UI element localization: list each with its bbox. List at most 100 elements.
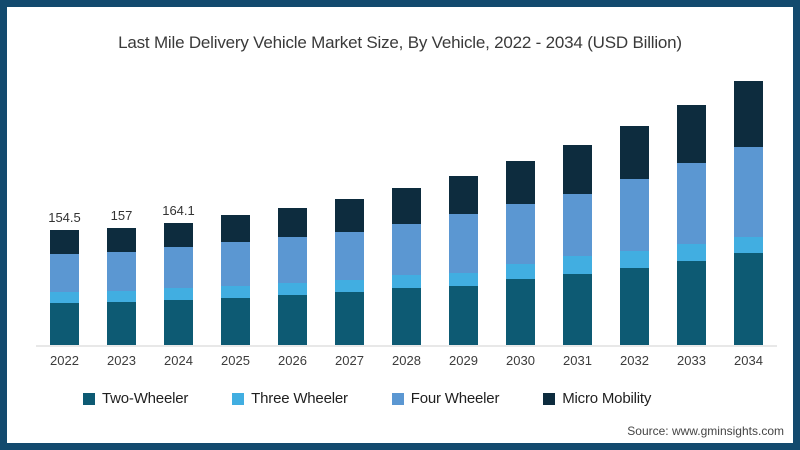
chart-title: Last Mile Delivery Vehicle Market Size, … bbox=[118, 33, 682, 52]
bar-segment-two-wheeler bbox=[392, 288, 421, 345]
bar-segment-micro-mobility bbox=[164, 222, 193, 247]
bar-value-label: 154.5 bbox=[48, 209, 81, 225]
legend-swatch-icon bbox=[83, 392, 95, 405]
bar-segment-micro-mobility bbox=[278, 208, 307, 238]
legend-item-micro-mobility: Micro Mobility bbox=[543, 390, 651, 407]
bar-slot bbox=[492, 75, 549, 345]
bar-segment-four-wheeler bbox=[449, 213, 478, 273]
bar-2029 bbox=[449, 175, 478, 345]
bar-segment-three-wheeler bbox=[164, 288, 193, 300]
bar-2026 bbox=[278, 208, 307, 345]
bar-slot bbox=[321, 75, 378, 345]
bar-segment-micro-mobility bbox=[620, 126, 649, 179]
bar-segment-two-wheeler bbox=[449, 286, 478, 345]
x-axis-label: 2029 bbox=[449, 353, 478, 368]
bar-2025 bbox=[221, 215, 250, 345]
legend-label: Three Wheeler bbox=[251, 390, 348, 407]
source-text: Source: www.gminsights.com bbox=[627, 424, 784, 438]
bar-2023: 157 bbox=[107, 208, 136, 345]
x-axis-label: 2034 bbox=[734, 353, 763, 368]
legend-label: Two-Wheeler bbox=[102, 390, 189, 407]
bar-segment-four-wheeler bbox=[335, 231, 364, 280]
bar-slot bbox=[720, 75, 777, 345]
plot-area: 154.5 157 164.1 bbox=[36, 75, 777, 347]
bar-segment-three-wheeler bbox=[50, 292, 79, 304]
x-axis-label: 2024 bbox=[164, 353, 193, 368]
legend: Two-Wheeler Three Wheeler Four Wheeler Micr… bbox=[83, 390, 651, 407]
bar-segment-four-wheeler bbox=[50, 253, 79, 293]
bar-segment-two-wheeler bbox=[107, 302, 136, 345]
bar-segment-three-wheeler bbox=[107, 290, 136, 303]
legend-label: Four Wheeler bbox=[410, 390, 500, 407]
bar-slot bbox=[264, 75, 321, 345]
bar-segment-micro-mobility bbox=[335, 198, 364, 232]
x-axis-label: 2030 bbox=[506, 353, 535, 368]
bar-slot bbox=[378, 75, 435, 345]
bar-segment-three-wheeler bbox=[620, 250, 649, 269]
bar-segment-four-wheeler bbox=[620, 178, 649, 251]
x-axis-label: 2031 bbox=[563, 353, 592, 368]
bar-2034 bbox=[734, 81, 763, 345]
bar-segment-micro-mobility bbox=[563, 145, 592, 194]
bar-segment-four-wheeler bbox=[278, 237, 307, 283]
bar-segment-three-wheeler bbox=[506, 264, 535, 279]
bar-slot: 154.5 bbox=[36, 75, 93, 345]
bar-segment-three-wheeler bbox=[335, 279, 364, 293]
bar-2027 bbox=[335, 198, 364, 345]
bar-segment-two-wheeler bbox=[734, 253, 763, 345]
bar-segment-two-wheeler bbox=[221, 297, 250, 345]
bar-segment-three-wheeler bbox=[278, 282, 307, 295]
bar-segment-three-wheeler bbox=[563, 256, 592, 275]
bar-segment-four-wheeler bbox=[392, 223, 421, 276]
bar-segment-two-wheeler bbox=[164, 299, 193, 345]
legend-label: Micro Mobility bbox=[562, 390, 652, 407]
bar-segment-four-wheeler bbox=[107, 252, 136, 291]
bar-segment-micro-mobility bbox=[734, 81, 763, 147]
bar-2028 bbox=[392, 188, 421, 345]
bar-slot bbox=[435, 75, 492, 345]
bar-segment-four-wheeler bbox=[734, 146, 763, 237]
bar-value-label: 157 bbox=[110, 207, 133, 223]
bar-segment-four-wheeler bbox=[506, 203, 535, 265]
bar-segment-three-wheeler bbox=[449, 272, 478, 286]
bar-segment-three-wheeler bbox=[392, 275, 421, 289]
bar-segment-micro-mobility bbox=[221, 215, 250, 243]
bar-2030 bbox=[506, 161, 535, 345]
bar-segment-two-wheeler bbox=[278, 295, 307, 345]
bar-2031 bbox=[563, 145, 592, 345]
bar-segment-four-wheeler bbox=[221, 242, 250, 286]
x-axis-labels: 2022 2023 2024 2025 2026 2027 2028 2029 2030 2031… bbox=[36, 353, 777, 368]
bar-value-label: 164.1 bbox=[162, 202, 195, 218]
bar-slot bbox=[663, 75, 720, 345]
bar-slot bbox=[207, 75, 264, 345]
bar-2024: 164.1 bbox=[162, 203, 195, 345]
legend-item-three-wheeler: Three Wheeler bbox=[232, 390, 348, 407]
bar-segment-two-wheeler bbox=[620, 268, 649, 345]
bar-slot bbox=[606, 75, 663, 345]
bar-segment-micro-mobility bbox=[677, 104, 706, 164]
bar-2032 bbox=[620, 126, 649, 345]
bar-slot: 157 bbox=[93, 75, 150, 345]
bar-segment-micro-mobility bbox=[449, 175, 478, 214]
bar-segment-micro-mobility bbox=[50, 229, 79, 254]
bar-slot bbox=[549, 75, 606, 345]
bar-segment-two-wheeler bbox=[563, 274, 592, 345]
x-axis-label: 2023 bbox=[107, 353, 136, 368]
bar-2022: 154.5 bbox=[48, 210, 81, 345]
legend-swatch-icon bbox=[232, 392, 245, 405]
bar-segment-two-wheeler bbox=[335, 292, 364, 345]
x-axis-label: 2032 bbox=[620, 353, 649, 368]
legend-item-four-wheeler: Four Wheeler bbox=[391, 390, 500, 407]
bar-segment-two-wheeler bbox=[677, 261, 706, 345]
x-axis-label: 2033 bbox=[677, 353, 706, 368]
bar-slot: 164.1 bbox=[150, 75, 207, 345]
bar-segment-micro-mobility bbox=[392, 188, 421, 224]
bar-2033 bbox=[677, 104, 706, 345]
legend-item-two-wheeler: Two-Wheeler bbox=[83, 390, 188, 407]
x-axis-label: 2027 bbox=[335, 353, 364, 368]
bar-segment-three-wheeler bbox=[221, 285, 250, 298]
bar-segment-four-wheeler bbox=[563, 193, 592, 257]
bar-segment-two-wheeler bbox=[506, 278, 535, 345]
bar-segment-four-wheeler bbox=[164, 246, 193, 289]
